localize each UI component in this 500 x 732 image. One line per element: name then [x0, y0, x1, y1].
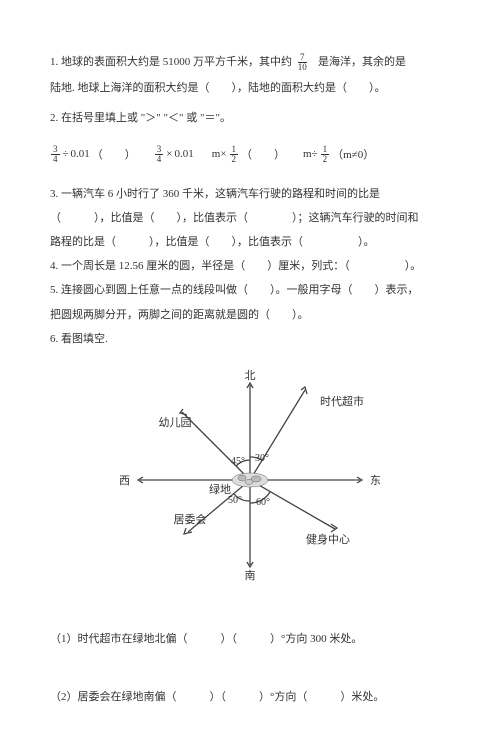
q1-line2: 陆地. 地球上海洋的面积大约是（ ），陆地的面积大约是（ ）。	[50, 76, 450, 100]
sub-q2: （2）居委会在绿地南偏（ ）（ ）°方向（ ）米处。	[50, 683, 450, 712]
label-ang50: 50°	[228, 495, 242, 506]
label-fitness: 健身中心	[306, 532, 350, 546]
q6: 6. 看图填空.	[50, 327, 450, 351]
q2-item-2: 34 × 0.01	[154, 145, 194, 164]
label-east: 东	[370, 474, 380, 487]
q1-prefix: 1. 地球的表面积大约是 51000 万平方千米，其中约	[50, 56, 292, 68]
q3-l3: 路程的比是（ ），比值是（ ），比值表示（ ）。	[50, 230, 450, 254]
q1-frac: 7 10	[296, 53, 309, 72]
label-kindergarten: 幼儿园	[159, 416, 192, 429]
label-north: 北	[245, 369, 256, 382]
q1-line1: 1. 地球的表面积大约是 51000 万平方千米，其中约 7 10 是海洋，其余…	[50, 50, 450, 74]
sub-q1: （1）时代超市在绿地北偏（ ）（ ）°方向 300 米处。	[50, 625, 450, 654]
label-greenland: 绿地	[209, 482, 231, 496]
q2-item-3: m× 12 （ ）	[212, 145, 285, 164]
label-west: 西	[120, 475, 130, 487]
q3-l1: 3. 一辆汽车 6 小时行了 360 千米，这辆汽车行驶的路程和时间的比是	[50, 182, 450, 206]
q2-title: 2. 在括号里填上或 "＞" "＜" 或 "＝"。	[50, 106, 450, 130]
label-committee: 居委会	[174, 513, 207, 526]
label-ang45: 45°	[231, 456, 245, 467]
q2-item-1: 34 ÷ 0.01 （ ）	[50, 145, 136, 164]
label-ang30: 30°	[255, 453, 269, 464]
label-south: 南	[245, 569, 256, 582]
q2-math-row: 34 ÷ 0.01 （ ） 34 × 0.01 m× 12 （ ） m÷ 12 …	[50, 145, 450, 164]
q1-mid: 是海洋，其余的是	[318, 56, 406, 68]
q2-item-4: m÷ 12 （m≠0）	[303, 145, 374, 164]
q5-l1: 5. 连接圆心到圆上任意一点的线段叫做（ ）。一般用字母（ ）表示，	[50, 278, 450, 302]
q4: 4. 一个周长是 12.56 厘米的圆，半径是（ ）厘米，列式：（ ）。	[50, 254, 450, 278]
label-supermarket: 时代超市	[320, 394, 364, 408]
q5-l2: 把圆规两脚分开，两脚之间的距离就是圆的（ ）。	[50, 303, 450, 327]
compass-diagram: 北 南 东 西 幼儿园 时代超市 绿地 居委会 健身中心 45° 30° 50°…	[50, 365, 450, 595]
q3-l2: （ ），比值是（ ），比值表示（ ）；这辆汽车行驶的时间和	[50, 206, 450, 230]
label-ang60: 60°	[256, 497, 270, 508]
compass-svg: 北 南 东 西 幼儿园 时代超市 绿地 居委会 健身中心 45° 30° 50°…	[120, 365, 380, 595]
